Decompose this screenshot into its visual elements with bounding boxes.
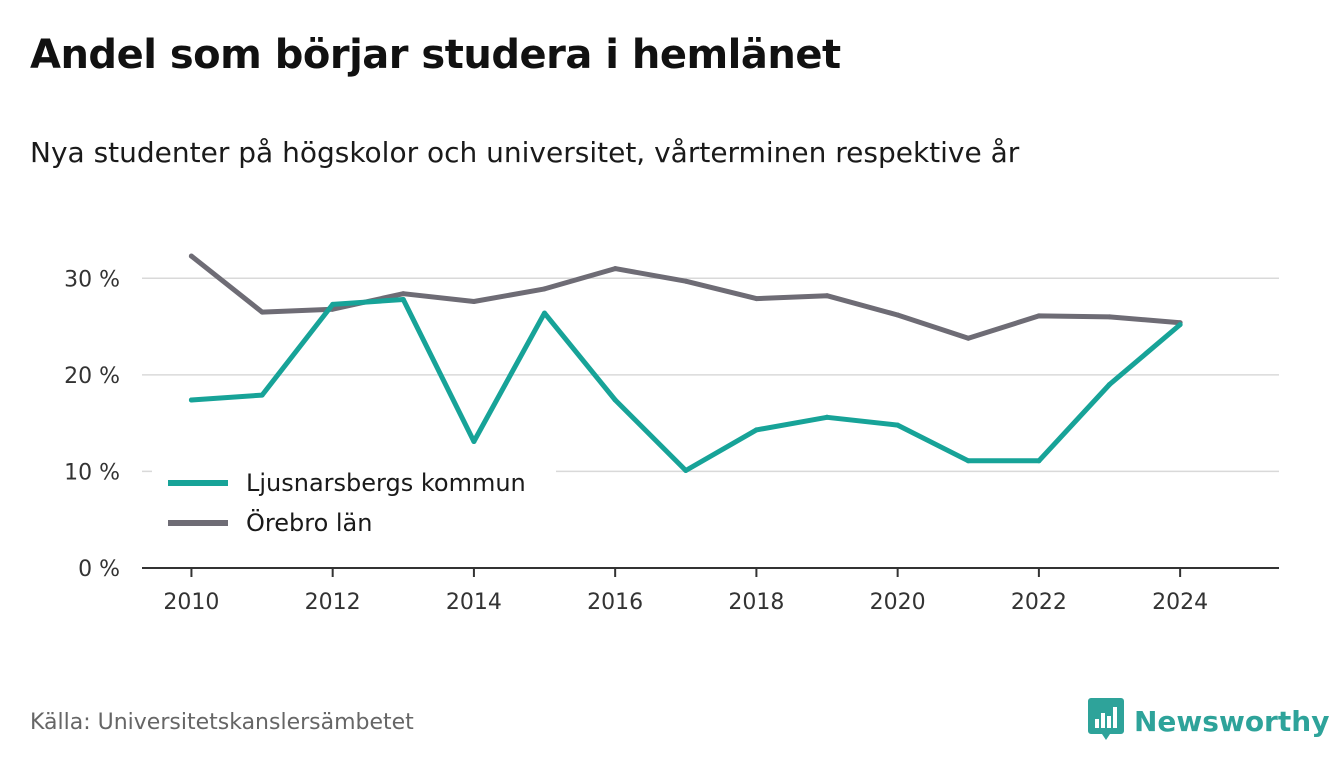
legend: Ljusnarsbergs kommun Örebro län [168, 469, 526, 537]
brand-name: Newsworthy [1134, 704, 1330, 738]
data-point-s1-2013 [400, 291, 406, 297]
data-point-s0-2018 [753, 427, 759, 433]
y-tick-label: 30 % [64, 267, 120, 292]
legend-label-0: Ljusnarsbergs kommun [246, 469, 526, 497]
data-point-s1-2014 [471, 299, 477, 304]
data-point-s1-2015 [542, 286, 547, 292]
brand-logo[interactable]: Newsworthy [1088, 698, 1329, 744]
data-point-s0-2010 [188, 397, 194, 403]
data-point-s1-2020 [895, 312, 901, 318]
chart-subtitle: Nya studenter på högskolor och universit… [30, 136, 1020, 169]
series-line-0 [188, 297, 1183, 473]
data-point-s0-2022 [1036, 458, 1042, 464]
series-line-1 [188, 253, 1183, 341]
bar-chart-speech-bubble-icon [1088, 698, 1124, 744]
axes: 0 % 10 % 20 % 30 % 2010 2012 2014 2016 2018 2020 2… [64, 267, 1279, 615]
data-point-s0-2017 [683, 468, 689, 473]
y-tick-label: 20 % [64, 364, 120, 389]
x-tick-label: 2018 [728, 590, 784, 615]
y-tick-label: 10 % [64, 460, 120, 485]
data-point-s1-2017 [683, 278, 689, 284]
data-point-s1-2023 [1107, 314, 1112, 320]
gridlines [142, 277, 1279, 548]
x-tick-label: 2020 [870, 590, 926, 615]
data-point-s0-2019 [824, 414, 830, 420]
data-point-s0-2014 [471, 439, 477, 444]
y-tick-label: 0 % [78, 557, 120, 582]
data-point-s0-2011 [259, 392, 265, 398]
data-point-s1-2019 [824, 293, 830, 299]
data-point-s0-2020 [895, 422, 901, 428]
legend-label-1: Örebro län [246, 508, 372, 537]
data-point-s0-2024 [1177, 322, 1183, 328]
x-tick-label: 2022 [1011, 590, 1067, 615]
data-point-s0-2021 [965, 458, 971, 464]
data-point-s1-2021 [965, 335, 971, 341]
series-lines [188, 253, 1183, 473]
x-tick-label: 2010 [163, 590, 219, 615]
data-point-s0-2012 [330, 301, 336, 307]
data-point-s0-2015 [542, 310, 547, 316]
data-point-s1-2011 [259, 309, 265, 315]
x-tick-label: 2014 [446, 590, 502, 615]
data-point-s0-2016 [612, 397, 618, 403]
data-point-s1-2018 [753, 296, 759, 302]
data-point-s1-2022 [1036, 313, 1042, 319]
chart-title: Andel som börjar studera i hemlänet [30, 32, 841, 78]
source-note: Källa: Universitetskanslersämbetet [30, 710, 414, 735]
legend-background [152, 462, 556, 548]
x-tick-label: 2024 [1152, 590, 1208, 615]
x-tick-label: 2012 [305, 590, 361, 615]
data-point-s1-2016 [612, 266, 618, 272]
x-tick-label: 2016 [587, 590, 643, 615]
data-point-s0-2023 [1107, 382, 1112, 387]
data-point-s1-2010 [188, 253, 194, 259]
data-point-s0-2013 [400, 297, 406, 302]
